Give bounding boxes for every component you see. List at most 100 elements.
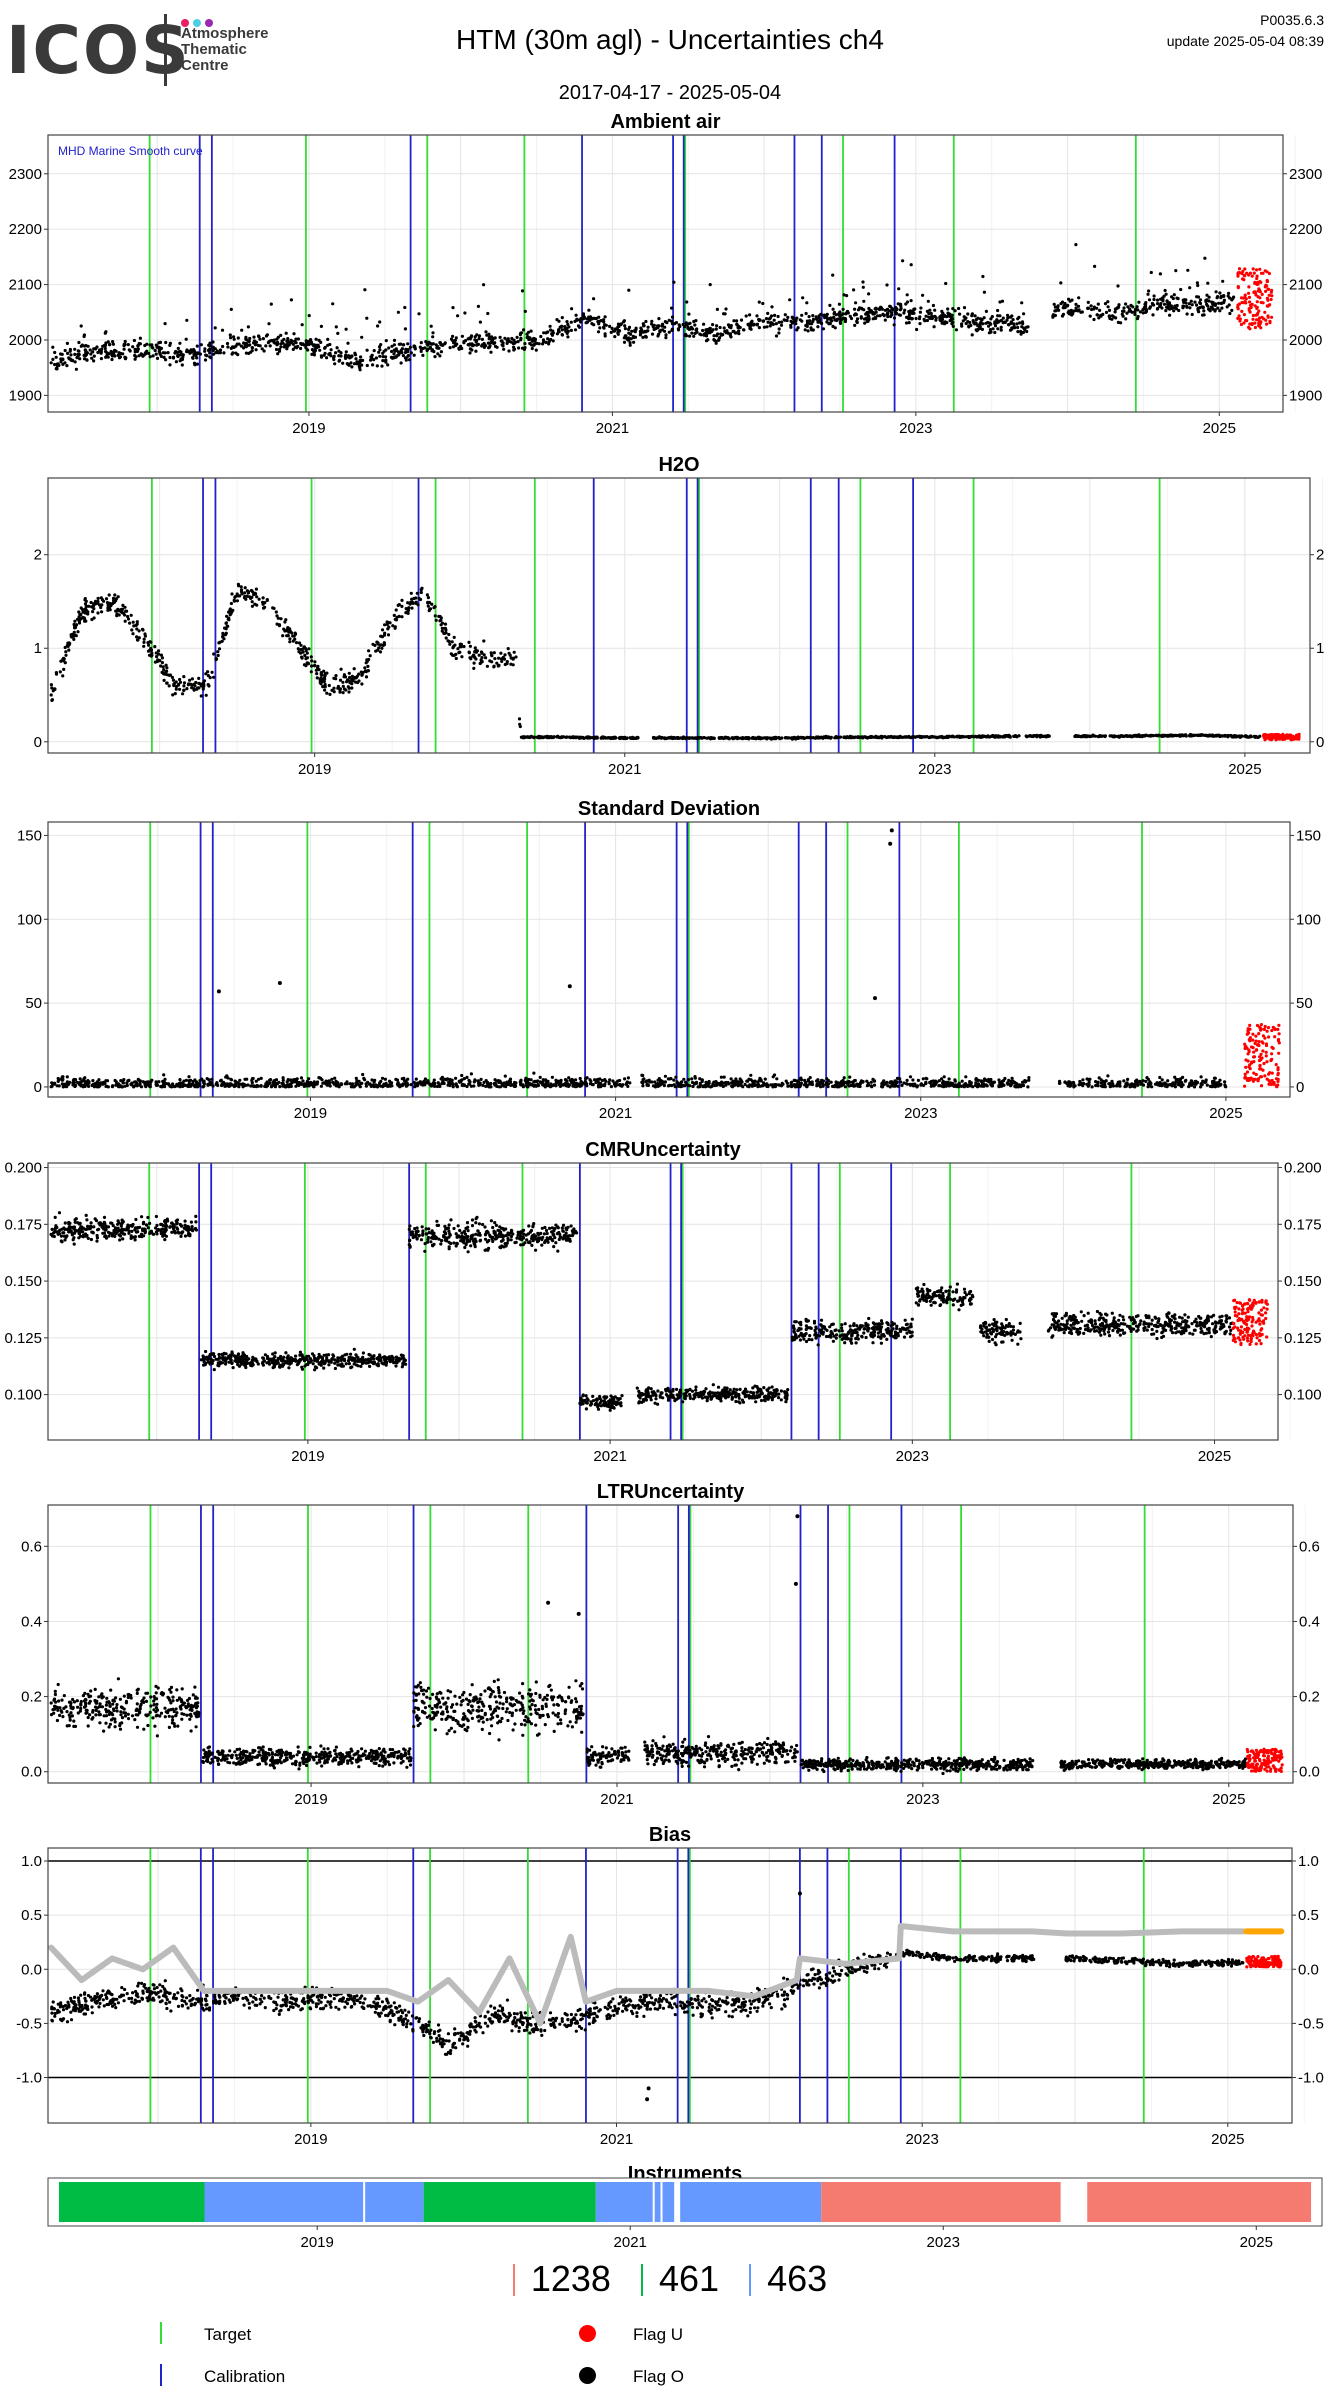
data-point — [433, 605, 437, 609]
data-point — [318, 348, 322, 352]
data-point — [1090, 1085, 1094, 1089]
data-point — [1214, 290, 1218, 294]
data-point — [566, 322, 570, 326]
data-point — [212, 675, 216, 679]
data-point — [497, 656, 501, 660]
data-point — [1151, 313, 1155, 317]
data-point — [341, 680, 345, 684]
data-point — [313, 349, 317, 353]
data-point — [807, 315, 811, 319]
data-point — [531, 343, 535, 347]
data-point — [223, 626, 227, 630]
data-point — [386, 363, 390, 367]
data-point — [741, 737, 745, 741]
data-point — [342, 675, 346, 679]
data-point — [1264, 318, 1268, 322]
data-point — [133, 357, 137, 361]
data-point — [903, 308, 907, 312]
data-point — [794, 322, 798, 326]
data-point — [385, 620, 389, 624]
data-point — [525, 332, 529, 336]
data-point — [406, 353, 410, 358]
data-point — [696, 736, 700, 741]
data-point — [1101, 312, 1105, 316]
data-point — [853, 323, 857, 327]
data-point — [881, 312, 885, 316]
data-point — [907, 321, 911, 325]
data-point — [1157, 733, 1161, 737]
data-point — [182, 688, 186, 692]
data-point — [310, 659, 314, 663]
data-point — [469, 334, 474, 338]
data-point — [178, 349, 182, 353]
data-point — [608, 324, 612, 328]
data-point — [1040, 734, 1044, 738]
data-point — [725, 329, 729, 333]
data-point — [970, 333, 974, 337]
data-point — [303, 653, 307, 658]
chart-title: Standard Deviation — [578, 798, 760, 820]
data-point — [1150, 1085, 1154, 1089]
data-point — [681, 736, 685, 741]
data-point — [547, 339, 551, 344]
data-point — [913, 735, 917, 739]
data-point — [310, 352, 314, 356]
data-point — [1237, 302, 1242, 306]
data-point — [978, 326, 982, 331]
data-point — [867, 735, 871, 739]
data-point — [574, 313, 578, 317]
data-point — [1202, 309, 1206, 313]
y-tick-label: 2100 — [9, 277, 42, 294]
data-point — [307, 314, 311, 318]
data-point — [176, 346, 180, 350]
data-point — [312, 344, 316, 348]
data-point — [859, 315, 863, 319]
data-point — [910, 735, 914, 739]
data-point — [757, 326, 762, 330]
data-point — [62, 667, 66, 672]
data-point — [910, 317, 914, 321]
data-point — [1141, 311, 1145, 315]
data-point — [97, 603, 102, 607]
data-point — [1265, 278, 1269, 283]
data-point — [925, 309, 930, 313]
data-point — [783, 318, 787, 322]
data-point — [365, 316, 369, 320]
data-point — [172, 683, 176, 688]
data-point — [250, 1084, 254, 1088]
data-point — [622, 340, 627, 344]
data-point — [322, 669, 326, 673]
data-point — [163, 322, 167, 326]
data-point — [1215, 296, 1219, 300]
data-point — [1193, 300, 1197, 304]
data-point — [698, 1077, 702, 1081]
data-point — [1276, 733, 1280, 738]
data-point — [378, 345, 382, 349]
data-point — [831, 273, 835, 277]
data-point — [1060, 314, 1065, 318]
data-point — [634, 736, 638, 740]
y-tick-label: 2 — [1316, 547, 1324, 564]
data-point — [783, 313, 787, 317]
data-point — [171, 693, 175, 697]
data-point — [363, 288, 367, 292]
data-point — [1126, 1077, 1130, 1081]
data-point — [307, 647, 311, 651]
data-point — [431, 331, 435, 335]
data-point — [392, 343, 396, 347]
data-point — [1252, 271, 1256, 275]
data-point — [833, 326, 837, 330]
data-point — [1149, 734, 1153, 738]
data-point — [726, 736, 730, 740]
data-point — [123, 342, 127, 347]
data-point — [623, 1077, 627, 1081]
data-point — [590, 322, 594, 326]
data-point — [155, 356, 160, 360]
y-tick-label: 2000 — [1289, 332, 1322, 349]
data-point — [1223, 734, 1227, 738]
data-point — [345, 362, 349, 366]
data-point — [1096, 302, 1100, 306]
data-point — [345, 680, 349, 684]
data-point — [1183, 733, 1187, 737]
data-point — [881, 735, 885, 739]
